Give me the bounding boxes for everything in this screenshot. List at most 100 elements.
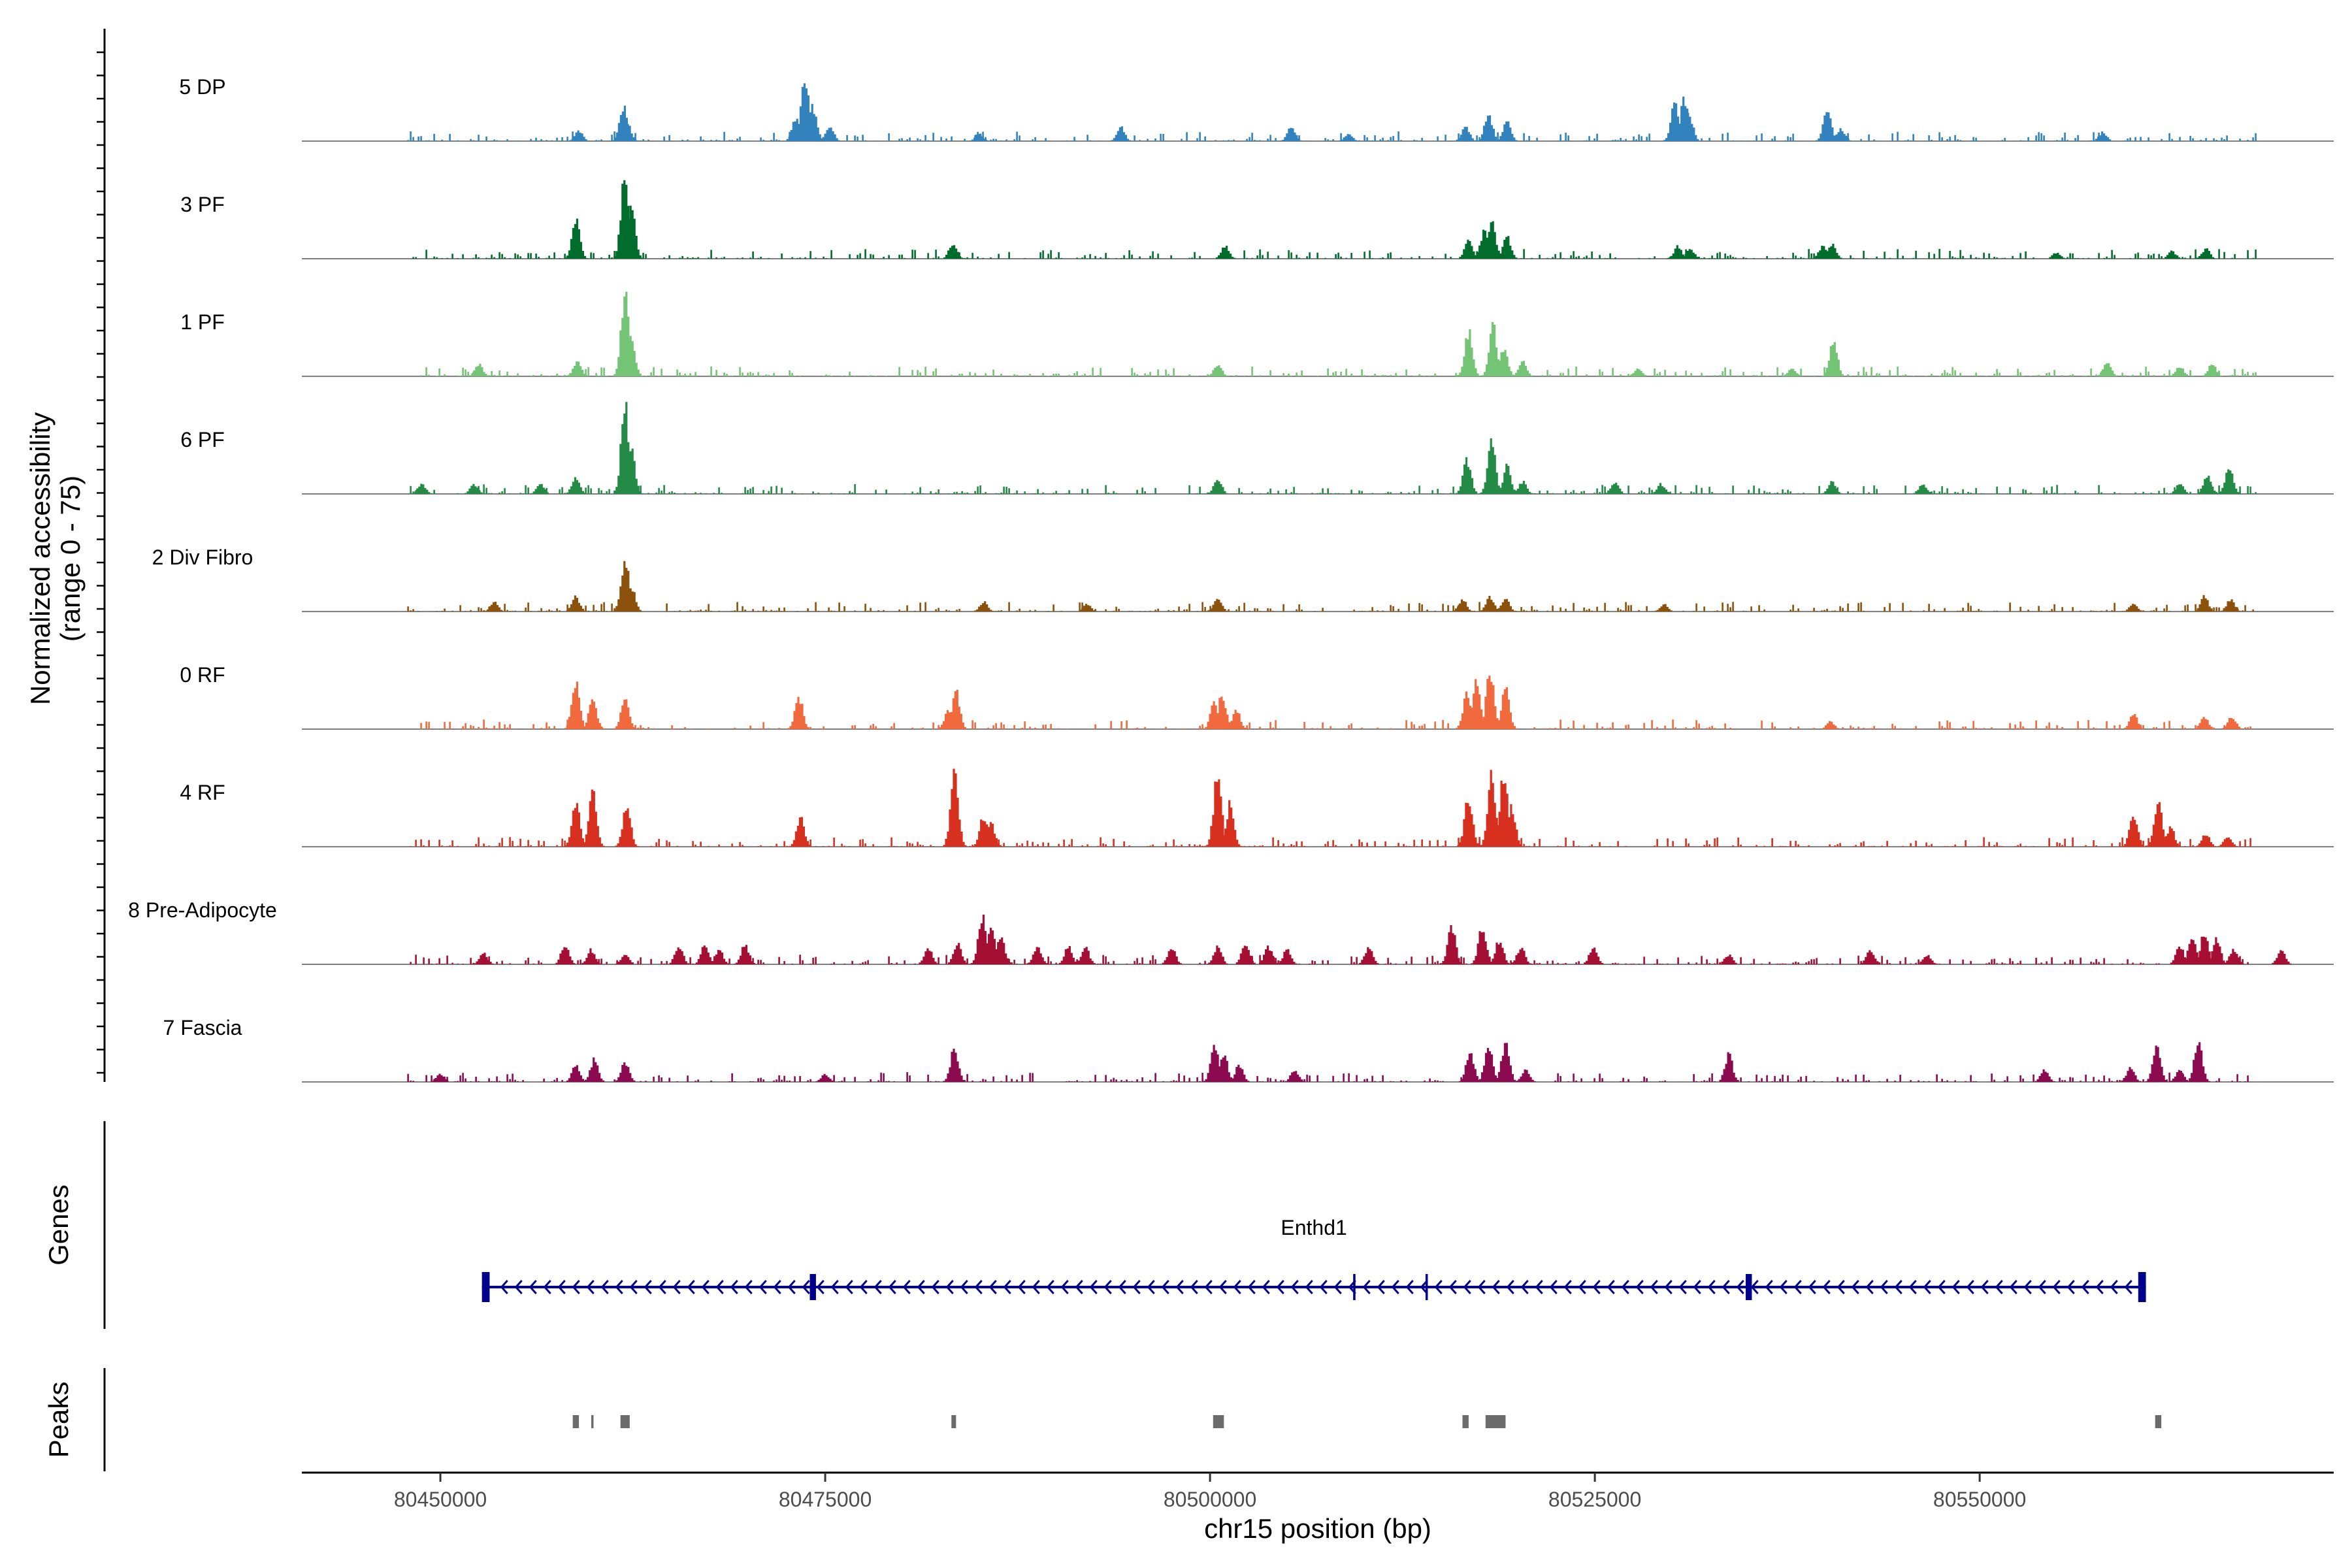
coverage-noise [407,602,2254,612]
x-tick-label: 80500000 [1164,1488,1256,1511]
coverage-peak [1455,457,1478,494]
coverage-peak [669,947,689,964]
coverage-peak [617,120,637,141]
peak-region [1462,1415,1469,1428]
coverage-peak [1218,800,1243,847]
coverage-peak [1480,596,1501,612]
coverage-peak [943,245,964,259]
coverage-peak [1492,350,1514,376]
y-axis-title-line2: (range 0 - 75) [55,476,86,642]
coverage-peak [943,768,967,847]
coverage-peak [1497,121,1518,141]
coverage-peak [1719,955,1737,964]
coverage-peak [1282,127,1302,141]
coverage-peak [1058,946,1079,964]
coverage-peak [1918,955,1938,964]
coverage-noise [420,719,2251,729]
coverage-peak [1782,368,1801,376]
coverage-peak [581,789,605,847]
coverage-peak [989,937,1011,964]
track-6-pf: 6 PF [180,402,2334,495]
coverage-peak [1111,126,1131,141]
peak-region [572,1415,580,1428]
coverage-peak [1339,134,1357,141]
coverage-peak [1226,710,1247,729]
coverage-peak [1208,945,1228,964]
coverage-peak [1822,244,1842,259]
coverage-peak [948,943,968,964]
coverage-peak [943,1049,965,1082]
coverage-peak [2122,817,2144,847]
coverage-peak [555,947,576,964]
track-4-rf: 4 RF [180,768,2334,847]
gene-name-label: Enthd1 [1281,1216,1347,1239]
track-label: 6 PF [180,428,225,451]
coverage-peak [1512,361,1533,376]
coverage-peak [1831,128,1852,141]
coverage-peak [1816,112,1838,141]
coverage-peak [709,949,730,964]
coverage-peak [566,595,586,612]
coverage-peak [1079,604,1096,612]
coverage-peak [2049,253,2065,259]
coverage-peak [1259,945,1279,964]
track-label: 1 PF [180,310,225,334]
coverage-peak [2034,1069,2055,1082]
coverage-peak [1459,239,1479,259]
coverage-peak [469,363,489,376]
coverage-peak [735,945,756,964]
coverage-y-axis-ticks [97,51,105,1074]
x-axis-title: chr15 position (bp) [1204,1513,1431,1544]
coverage-peak [1494,1043,1518,1082]
coverage-peak [970,133,988,141]
gene-exon [482,1272,490,1302]
track-7-fascia: 7 Fascia [163,1016,2334,1083]
coverage-peak [1277,949,1298,964]
coverage-peak [815,1073,834,1082]
coverage-peak [474,953,494,964]
coverage-peak [787,696,809,729]
coverage-peak [1162,949,1182,964]
coverage-peak [2221,599,2241,612]
x-tick-label: 80450000 [394,1488,487,1511]
coverage-noise [420,367,2257,376]
coverage-peak [2170,484,2188,494]
coverage-peak [1495,236,1518,259]
coverage-peak [1440,925,1464,964]
coverage-peak [2170,367,2188,376]
track-label: 3 PF [180,193,225,216]
coverage-peak [1605,482,1625,494]
coverage-peak [1028,947,1048,964]
coverage-peak [2161,826,2181,847]
coverage-peak [1216,246,1236,259]
coverage-peak [2222,718,2243,729]
peak-regions [572,1415,2162,1428]
peak-region [951,1415,956,1428]
coverage-peak [2217,837,2238,847]
coverage-peak [1488,942,1510,964]
track-1-pf: 1 PF [180,291,2334,377]
coverage-peak [2272,950,2292,964]
gene-exon [1353,1274,1356,1300]
coverage-peak [619,336,644,376]
gene-exon [809,1274,816,1300]
coverage-peak [2195,717,2215,729]
coverage-peak [1516,1069,1536,1082]
track-0-rf: 0 RF [180,663,2334,730]
coverage-peak [619,448,644,494]
coverage-peak [944,689,966,729]
coverage-peak [1654,604,1673,612]
coverage-peak [2202,365,2223,376]
coverage-peak [1212,1055,1234,1082]
peak-region [1485,1415,1506,1428]
coverage-peak [431,1073,449,1082]
gene-exon [1745,1274,1752,1300]
track-label: 4 RF [180,781,225,804]
peak-region [591,1415,594,1428]
coverage-peak [2224,949,2244,964]
coverage-peak [1495,598,1516,612]
coverage-peak [919,948,939,964]
coverage-peak [1821,342,1844,376]
coverage-peak [2207,937,2227,964]
